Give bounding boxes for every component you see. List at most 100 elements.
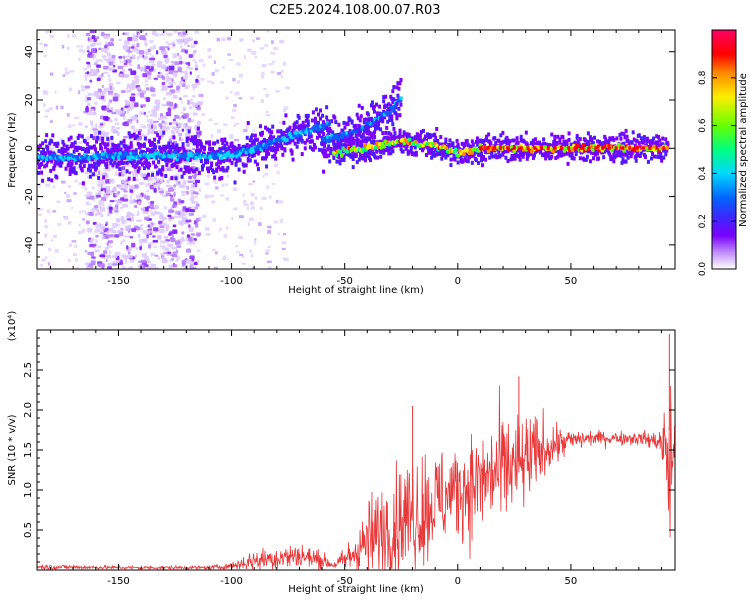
spectrogram-scatter-blob	[167, 85, 173, 88]
spectrogram-ridge-halo	[403, 132, 407, 137]
spectrogram-ridge-halo	[185, 139, 189, 144]
spectrogram-ridge-halo	[481, 157, 485, 162]
spectrogram-ridge-halo	[368, 131, 372, 136]
spectrogram-ridge-halo	[610, 155, 614, 160]
spectrogram-noise-blob	[273, 163, 279, 167]
spectrogram-ridge-halo	[391, 144, 395, 149]
spectrogram-scatter-blob	[136, 42, 140, 48]
spectrogram-ridge-halo	[554, 156, 558, 161]
spectrogram-noise-blob	[107, 245, 113, 249]
spectrogram-ridge-core	[153, 151, 158, 156]
spectrogram-ridge-halo	[366, 112, 370, 117]
spectrogram-ridge-halo	[156, 133, 160, 138]
spectrogram-noise-blob	[62, 74, 66, 77]
spectrogram-ridge-halo	[350, 119, 354, 124]
spectrogram-ridge-halo	[184, 150, 188, 155]
spectrogram-ridge-core	[406, 140, 411, 145]
spectrogram-ridge-halo	[296, 140, 300, 145]
spectrogram-ridge-halo	[357, 143, 361, 148]
spectrogram-ridge-halo	[197, 170, 201, 175]
spectrogram-ridge-halo	[129, 144, 133, 149]
spectrogram-ridge-halo	[104, 145, 108, 150]
spectrogram-ridge-halo	[329, 129, 333, 134]
spectrogram-ridge-halo	[62, 142, 66, 147]
spectrogram-scatter-blob	[100, 226, 106, 230]
spectrogram-ridge-halo	[110, 135, 114, 140]
spectrogram-ridge-halo	[490, 152, 494, 157]
spectrogram-scatter-blob	[165, 92, 172, 96]
spectrogram-noise-blob	[188, 260, 193, 265]
spectrogram-noise-blob	[229, 136, 234, 139]
spectrogram-noise-blob	[225, 183, 229, 186]
spectrogram-ridge-halo	[626, 138, 630, 143]
snr-ticks: -150 -100 -50 0 500.51.01.52.02.5	[23, 330, 675, 587]
spectrogram-noise-blob	[71, 240, 77, 243]
snr-multiplier: (x10⁴)	[7, 311, 18, 342]
spectrogram-ridge-halo	[41, 141, 45, 146]
spectrogram-ridge-core	[186, 157, 190, 162]
spectrogram-ridge-halo	[615, 136, 619, 141]
spectrogram-scatter-blob	[104, 107, 110, 112]
snr-ytick-label: 1.0	[23, 482, 34, 498]
spectrogram-ridge-halo	[124, 147, 128, 152]
spectrogram-scatter-blob	[192, 191, 198, 195]
spectrogram-ridge-halo	[186, 136, 190, 141]
spectrogram-ridge-halo	[473, 150, 477, 155]
spectrogram-noise-blob	[69, 70, 74, 73]
spectrogram-scatter-blob	[152, 235, 156, 238]
spectrogram-scatter-blob	[142, 54, 145, 58]
spectrogram-ridge-halo	[444, 137, 448, 142]
spectrogram-scatter-blob	[172, 118, 176, 122]
spectrogram-ridge-halo	[136, 169, 140, 174]
spectrogram-ridge-halo	[384, 130, 388, 135]
spectrogram-scatter-blob	[195, 67, 198, 71]
spectrogram-ridge-halo	[376, 115, 380, 120]
spectrogram-ridge-halo	[321, 149, 325, 154]
spectrogram-scatter-blob	[186, 248, 192, 253]
spectrogram-scatter-blob	[159, 33, 165, 36]
spectrogram-noise-blob	[212, 218, 217, 222]
spectrogram-scatter-blob	[109, 58, 116, 62]
spectrogram-noise-blob	[185, 70, 188, 75]
spectrogram-ridge-halo	[488, 155, 492, 160]
spectrogram-scatter-blob	[169, 89, 176, 94]
spectrogram-ridge-halo	[265, 154, 269, 159]
spectrogram-scatter-blob	[143, 125, 147, 129]
spectrogram-noise-blob	[204, 226, 210, 231]
spectrogram-scatter-blob	[109, 250, 112, 254]
spectrogram-ridge-halo	[500, 142, 504, 147]
spectrogram-scatter-blob	[159, 215, 164, 220]
spectrogram-scatter-blob	[190, 195, 195, 200]
spectrogram-noise-blob	[214, 69, 219, 73]
spectrogram-noise-blob	[49, 147, 54, 151]
spectrogram-scatter-blob	[148, 61, 155, 64]
snr-xtick-label: -100	[220, 576, 243, 587]
spectrogram-ridge-halo	[386, 119, 390, 124]
spectrogram-ridge-halo	[380, 114, 384, 119]
spectrogram-ridge-halo	[290, 149, 294, 154]
spectrogram-scatter-blob	[137, 64, 141, 70]
spectrogram-noise-blob	[239, 253, 244, 257]
spectrogram-ridge-halo	[152, 160, 156, 165]
spectrogram-scatter-blob	[196, 234, 201, 237]
spectrogram-ridge-halo	[88, 174, 92, 179]
spectrogram-noise-blob	[50, 239, 54, 242]
spectrogram-scatter-blob	[152, 239, 159, 243]
spectrogram-peak-marker	[560, 146, 564, 150]
spectrogram-scatter-blob	[188, 236, 193, 242]
spectrogram-noise-blob	[259, 47, 265, 50]
spectrogram-ridge-halo	[128, 134, 132, 139]
spectrogram-ridge-halo	[561, 135, 565, 140]
spectrogram-ridge-halo	[429, 134, 433, 139]
spectrogram-scatter-blob	[106, 230, 110, 235]
spectrogram-ridge-halo	[95, 165, 99, 170]
spectrogram-ridge-halo	[386, 146, 390, 151]
spectrogram-ridge-halo	[121, 161, 125, 166]
spectrogram-noise-blob	[38, 213, 42, 216]
spectrogram-noise-blob	[83, 110, 88, 114]
spectrogram-ridge-core	[244, 150, 249, 155]
spectrogram-ridge-halo	[256, 151, 260, 156]
spectrogram-ridge-halo	[246, 120, 250, 125]
spectrogram-noise-blob	[250, 253, 254, 258]
spectrogram-ridge-core	[129, 151, 133, 156]
